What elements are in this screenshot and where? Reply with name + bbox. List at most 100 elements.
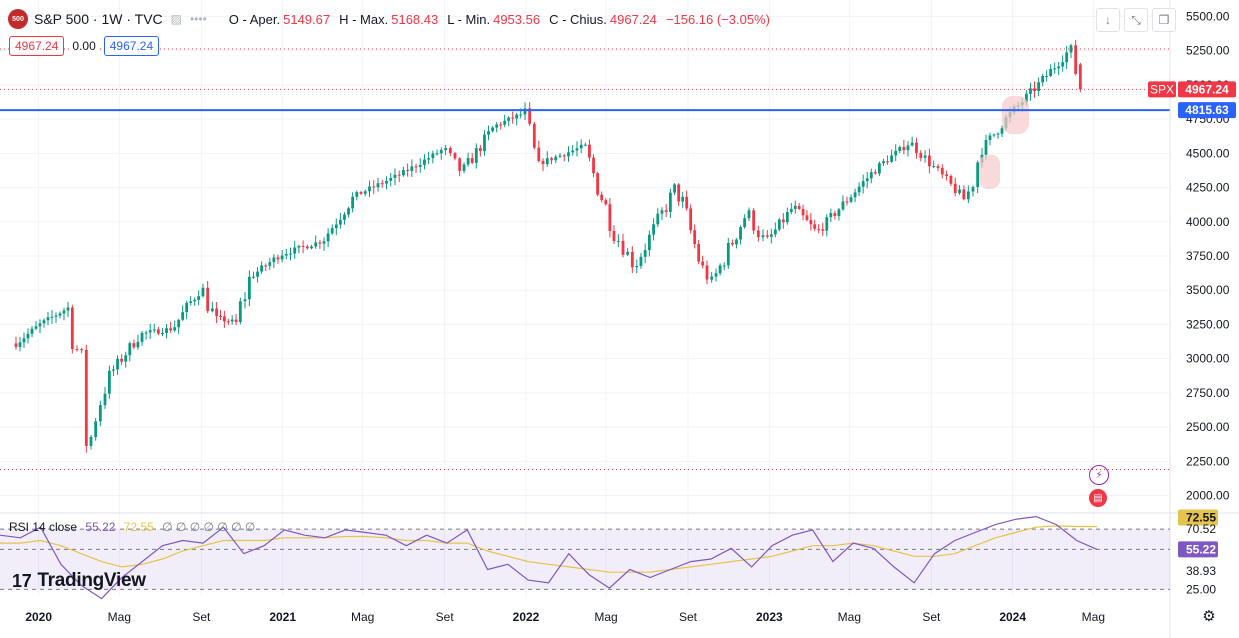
candle <box>932 160 936 169</box>
candle <box>330 224 334 235</box>
candle-body <box>752 210 756 231</box>
candle-body <box>558 155 562 157</box>
line-price-label: 4815.63 <box>1185 103 1229 117</box>
collapse-icon[interactable]: ⤡ <box>1124 8 1148 32</box>
candle-body <box>735 239 738 245</box>
candle-body <box>962 189 966 200</box>
candle-body <box>656 213 660 225</box>
candle <box>272 254 276 268</box>
candle <box>280 250 284 263</box>
x-axis-label: 2023 <box>756 610 783 624</box>
candle <box>169 321 173 333</box>
candle <box>189 296 193 306</box>
flag-icon[interactable]: ▨ <box>170 12 182 26</box>
candle <box>730 239 734 247</box>
candle <box>849 194 853 204</box>
candle <box>805 210 809 222</box>
candle <box>608 197 612 238</box>
candle <box>1057 62 1061 76</box>
candle <box>201 283 205 298</box>
candle <box>148 323 152 340</box>
rsi-legend[interactable]: RSI 14 close 55.22 72.55 ∅ ∅ ∅ ∅ ∅ ∅ ∅ <box>9 520 255 534</box>
candle <box>385 176 388 190</box>
candle <box>992 133 996 138</box>
candle-body <box>326 233 330 242</box>
candle-body <box>169 328 173 331</box>
candle-body <box>575 148 579 151</box>
tradingview-logo[interactable]: 17 TradingView <box>12 570 146 592</box>
candle-body <box>363 191 367 194</box>
x-axis-label: 2022 <box>513 610 540 624</box>
more-icon[interactable]: •••• <box>189 12 207 26</box>
candle <box>558 152 562 159</box>
candle <box>550 156 553 165</box>
candle <box>34 320 38 331</box>
arrow-down-icon[interactable]: ↓ <box>1096 8 1120 32</box>
candle-body <box>805 215 809 221</box>
lightning-icon[interactable]: ⚡ <box>1089 465 1109 485</box>
candle <box>124 351 128 368</box>
symbol-title[interactable]: S&P 500 · 1W · TVC <box>34 11 163 27</box>
candle-body <box>945 174 949 177</box>
spread-value: 0.00 <box>70 37 98 55</box>
candle-body <box>562 155 566 157</box>
candle-body <box>894 150 898 156</box>
candle <box>238 297 242 325</box>
rsi-band <box>0 529 1170 590</box>
candle <box>128 341 132 362</box>
candle <box>474 143 478 169</box>
candle <box>453 152 457 161</box>
y-axis-label: 2000.00 <box>1186 489 1230 503</box>
y-axis-label: 2750.00 <box>1186 386 1230 400</box>
candle <box>940 164 944 179</box>
candle <box>499 121 503 130</box>
candle <box>503 114 507 128</box>
candle-body <box>600 194 604 201</box>
candle-body <box>256 271 259 277</box>
candle-body <box>107 370 111 394</box>
candle-body <box>215 308 219 316</box>
candle <box>710 271 714 283</box>
candle-body <box>710 276 714 280</box>
candle <box>197 290 201 306</box>
candle-body <box>470 158 474 163</box>
candle-body <box>545 158 549 165</box>
candle <box>523 102 527 121</box>
candle <box>701 255 705 269</box>
candle <box>677 183 681 207</box>
ohlc-value: 4967.24 <box>609 11 657 27</box>
candle-body <box>541 161 545 165</box>
candle <box>821 222 825 236</box>
candle <box>882 158 885 166</box>
candle <box>743 214 747 229</box>
rsi-value-axis-label-bg <box>1178 541 1218 558</box>
restore-icon[interactable]: ❐ <box>1152 8 1176 32</box>
candle <box>343 212 346 225</box>
candle-body <box>953 183 957 194</box>
candle <box>156 326 160 336</box>
candle-body <box>264 265 268 267</box>
candle <box>923 150 927 163</box>
rsi-axis-label: 25.00 <box>1186 582 1216 596</box>
candle <box>210 301 214 313</box>
candle-body <box>523 108 527 115</box>
candle-body <box>402 170 405 176</box>
candle <box>18 336 22 352</box>
candle <box>173 320 177 333</box>
settings-icon[interactable]: ⚙ <box>1202 608 1216 625</box>
us-flag-event-icon[interactable]: ▤ <box>1089 489 1107 507</box>
candle-body <box>971 187 975 192</box>
sell-price-badge[interactable]: 4967.24 <box>9 36 65 56</box>
candle-body <box>397 174 401 176</box>
candle <box>793 200 797 214</box>
candle <box>165 324 168 339</box>
candle-body <box>940 167 944 175</box>
candle-body <box>334 224 338 229</box>
candle <box>1061 55 1065 72</box>
x-axis-label: 2024 <box>999 610 1026 624</box>
y-axis-label: 3500.00 <box>1186 283 1230 297</box>
buy-price-badge[interactable]: 4967.24 <box>103 36 160 56</box>
candle-body <box>789 208 793 213</box>
candle <box>592 154 595 178</box>
